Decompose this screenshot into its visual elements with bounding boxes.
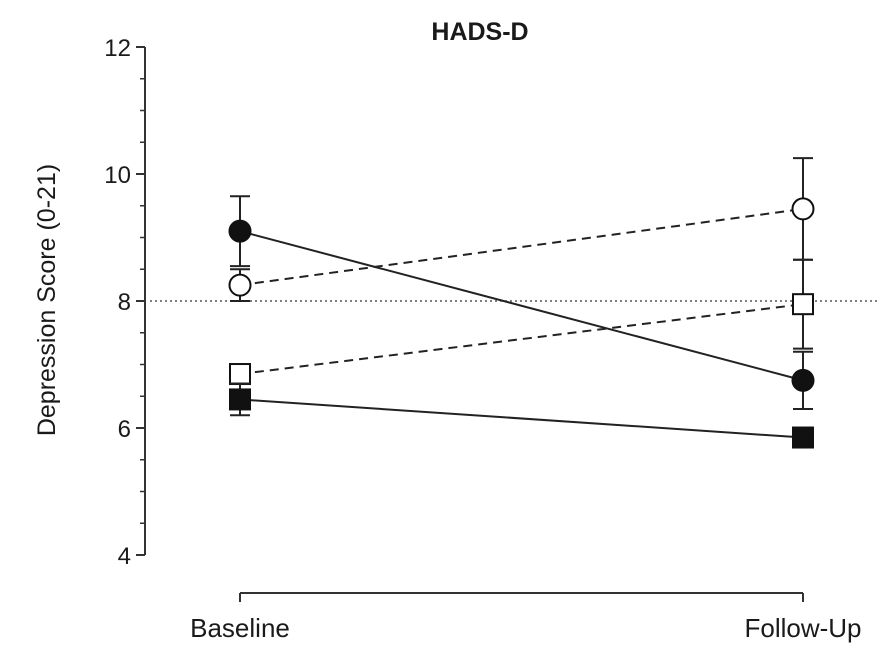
y-tick-label: 10 xyxy=(104,162,131,189)
series-line xyxy=(239,230,804,382)
y-axis-title: Depression Score (0-21) xyxy=(33,164,61,436)
data-point xyxy=(229,363,251,386)
data-point xyxy=(792,426,814,449)
y-tick-label: 12 xyxy=(104,35,131,62)
chart-title: HADS-D xyxy=(431,18,528,46)
data-point xyxy=(229,388,251,411)
axes: 4 6 8 10 12 Baseline Follow-Up xyxy=(104,35,861,643)
plot-area xyxy=(150,157,880,449)
series-line xyxy=(239,207,804,287)
data-point xyxy=(791,368,815,392)
y-tick-label: 8 xyxy=(118,289,131,316)
series-line xyxy=(239,398,804,439)
x-tick-label: Follow-Up xyxy=(744,613,861,643)
y-tick-label: 6 xyxy=(118,416,131,443)
data-point xyxy=(228,273,252,297)
data-point xyxy=(792,293,814,316)
series-line xyxy=(239,303,804,376)
x-tick-label: Baseline xyxy=(190,613,290,643)
data-point xyxy=(791,197,815,221)
data-point xyxy=(228,219,252,243)
y-tick-label: 4 xyxy=(118,543,131,570)
